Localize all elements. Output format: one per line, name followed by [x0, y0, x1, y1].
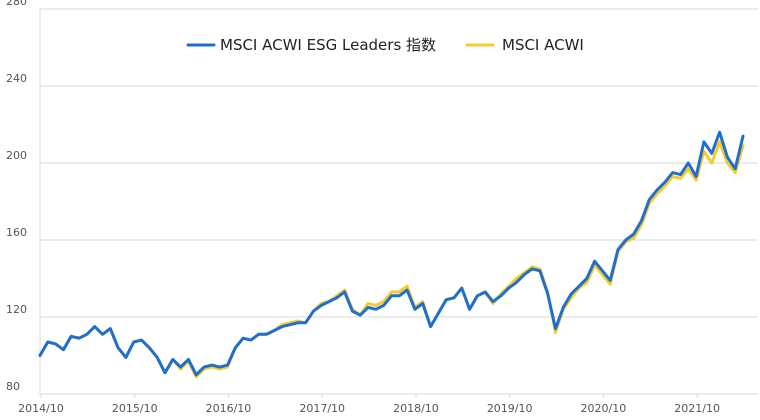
y-tick-label: 240 [6, 72, 27, 85]
x-axis-ticks: 2014/10 2015/10 2016/10 2017/10 2018/10 2019/… [18, 394, 720, 415]
x-tick-label: 2017/10 [299, 402, 345, 415]
y-tick-label: 80 [6, 380, 20, 393]
series-lines [38, 130, 745, 379]
y-tick-label: 160 [6, 226, 27, 239]
x-tick-label: 2016/10 [206, 402, 252, 415]
grid-lines [39, 8, 758, 395]
legend: MSCI ACWI ESG Leaders 指数 MSCI ACWI [186, 36, 584, 54]
x-tick-label: 2020/10 [581, 402, 627, 415]
y-tick-label: 280 [6, 0, 27, 8]
x-tick-label: 2018/10 [393, 402, 439, 415]
x-tick-label: 2015/10 [112, 402, 158, 415]
x-tick-label: 2014/10 [18, 402, 64, 415]
series-line-msci-acwi [38, 140, 745, 379]
y-tick-label: 200 [6, 149, 27, 162]
x-tick-label: 2019/10 [487, 402, 533, 415]
legend-label: MSCI ACWI [502, 36, 584, 54]
y-tick-label: 120 [6, 303, 27, 316]
x-tick-label: 2021/10 [674, 402, 720, 415]
y-axis-ticks: 80 120 160 200 240 280 [6, 0, 27, 393]
legend-label: MSCI ACWI ESG Leaders 指数 [220, 36, 436, 54]
series-line-msci-acwi-esg-leaders [38, 130, 745, 377]
